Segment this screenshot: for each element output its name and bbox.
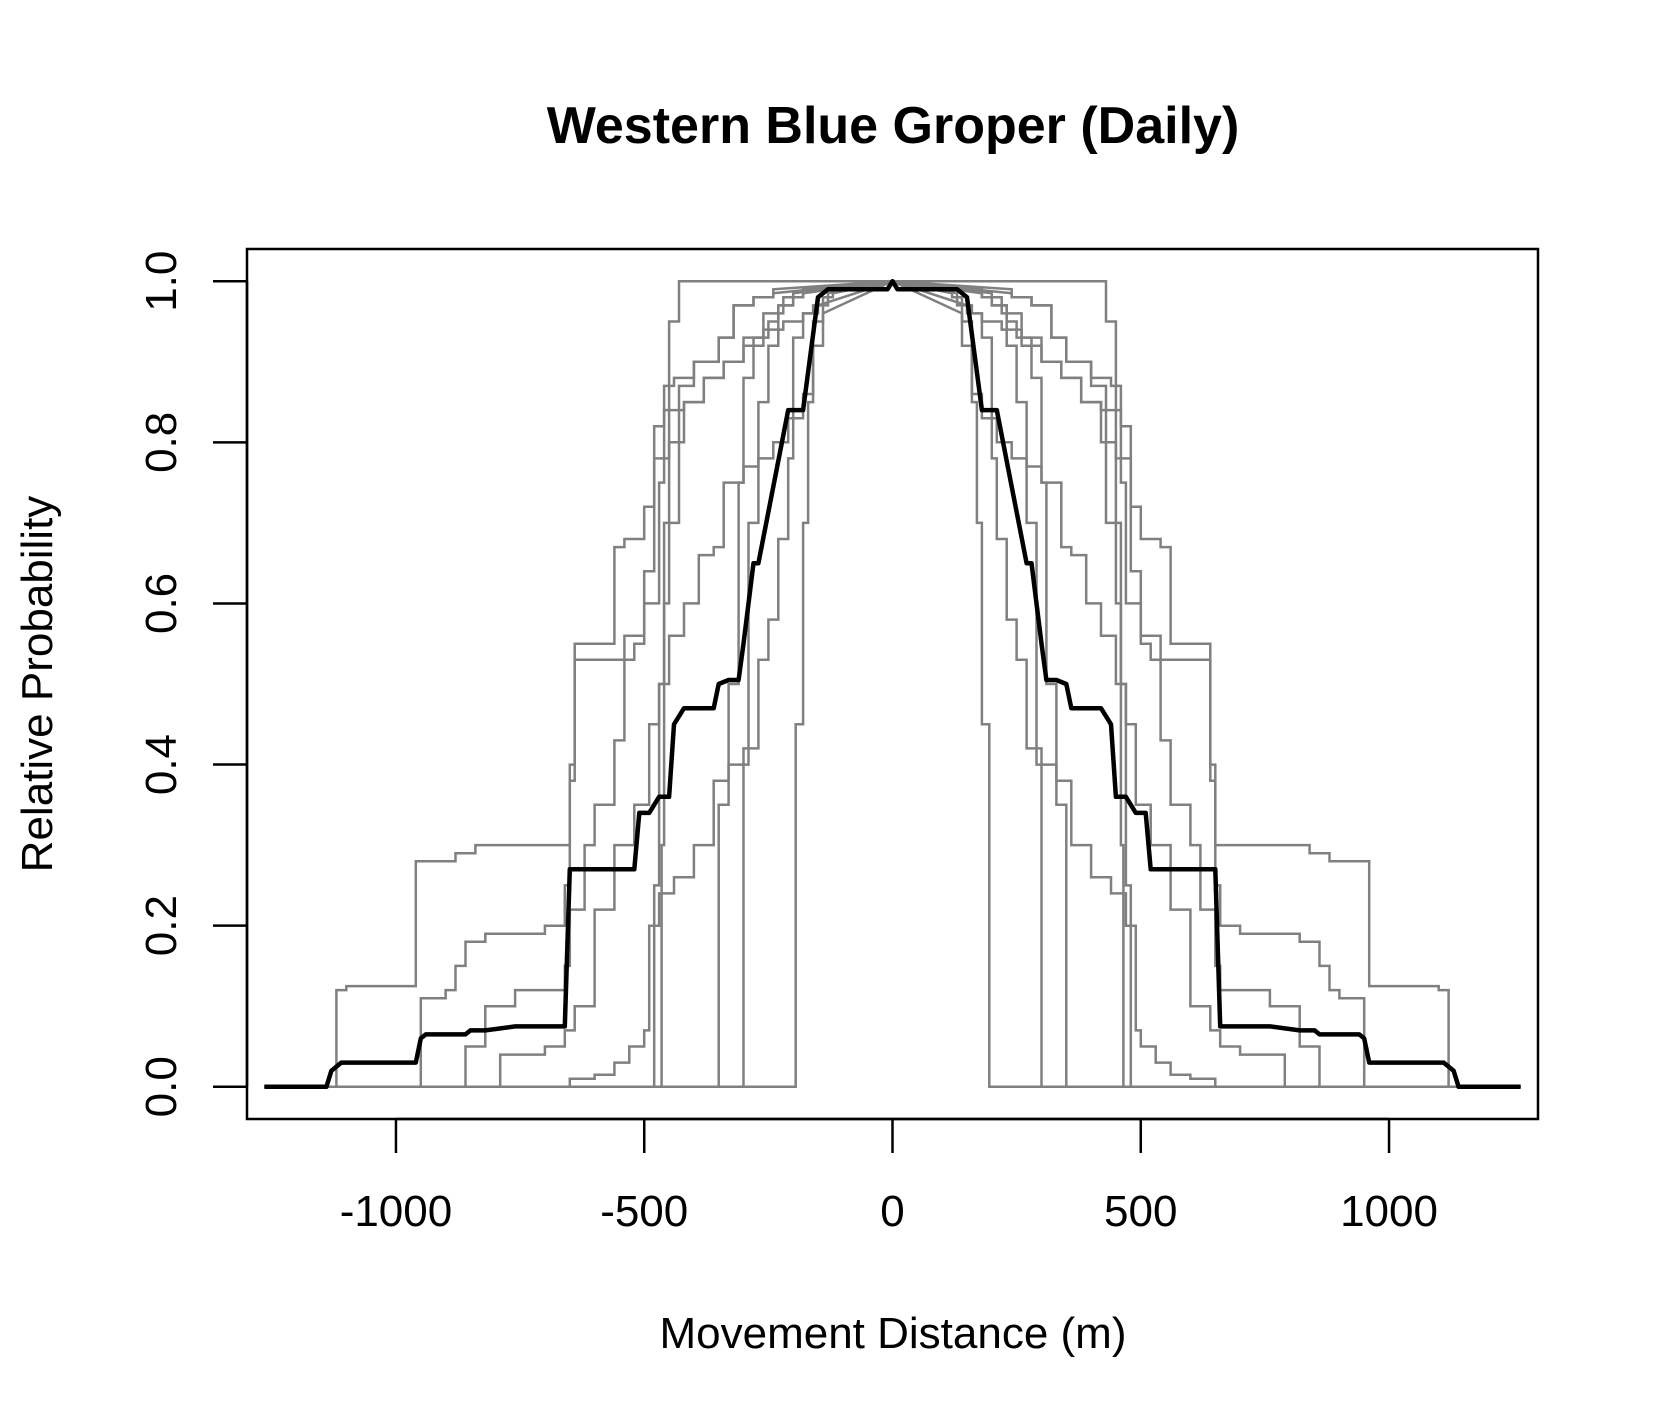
x-tick-label: 500 bbox=[1104, 1187, 1177, 1236]
individual-series-line bbox=[264, 279, 1521, 1089]
y-axis: 0.0 0.2 0.4 0.6 0.8 1.0 bbox=[137, 251, 249, 1117]
individual-series-line bbox=[264, 279, 1521, 1089]
individual-series-group bbox=[264, 279, 1521, 1089]
y-tick-label: 0.0 bbox=[137, 1056, 186, 1117]
individual-series-line bbox=[264, 279, 1521, 1089]
individual-series-line bbox=[264, 279, 1521, 1089]
y-tick-label: 0.4 bbox=[137, 734, 186, 795]
plot-area-border bbox=[245, 247, 1540, 1121]
individual-series-line bbox=[264, 279, 1521, 1089]
x-tick-label: 0 bbox=[880, 1187, 904, 1236]
x-axis: -1000 -500 0 500 1000 bbox=[340, 1117, 1438, 1236]
individual-series-line bbox=[264, 279, 1521, 1089]
y-tick-label: 1.0 bbox=[137, 251, 186, 312]
x-tick-label: -1000 bbox=[340, 1187, 453, 1236]
y-tick-label: 0.8 bbox=[137, 412, 186, 473]
mean-series-line bbox=[264, 278, 1521, 1090]
individual-series-line bbox=[264, 279, 1521, 1089]
y-tick-label: 0.6 bbox=[137, 573, 186, 634]
y-axis-label: Relative Probability bbox=[13, 496, 62, 873]
individual-series-line bbox=[264, 279, 1521, 1089]
chart-title: Western Blue Groper (Daily) bbox=[547, 97, 1240, 155]
mean-series-group bbox=[264, 278, 1521, 1090]
x-tick-label: -500 bbox=[600, 1187, 688, 1236]
x-axis-label: Movement Distance (m) bbox=[659, 1309, 1126, 1358]
individual-series-line bbox=[264, 279, 1521, 1089]
x-tick-label: 1000 bbox=[1340, 1187, 1438, 1236]
y-tick-label: 0.2 bbox=[137, 895, 186, 956]
individual-series-line bbox=[264, 279, 1521, 1089]
